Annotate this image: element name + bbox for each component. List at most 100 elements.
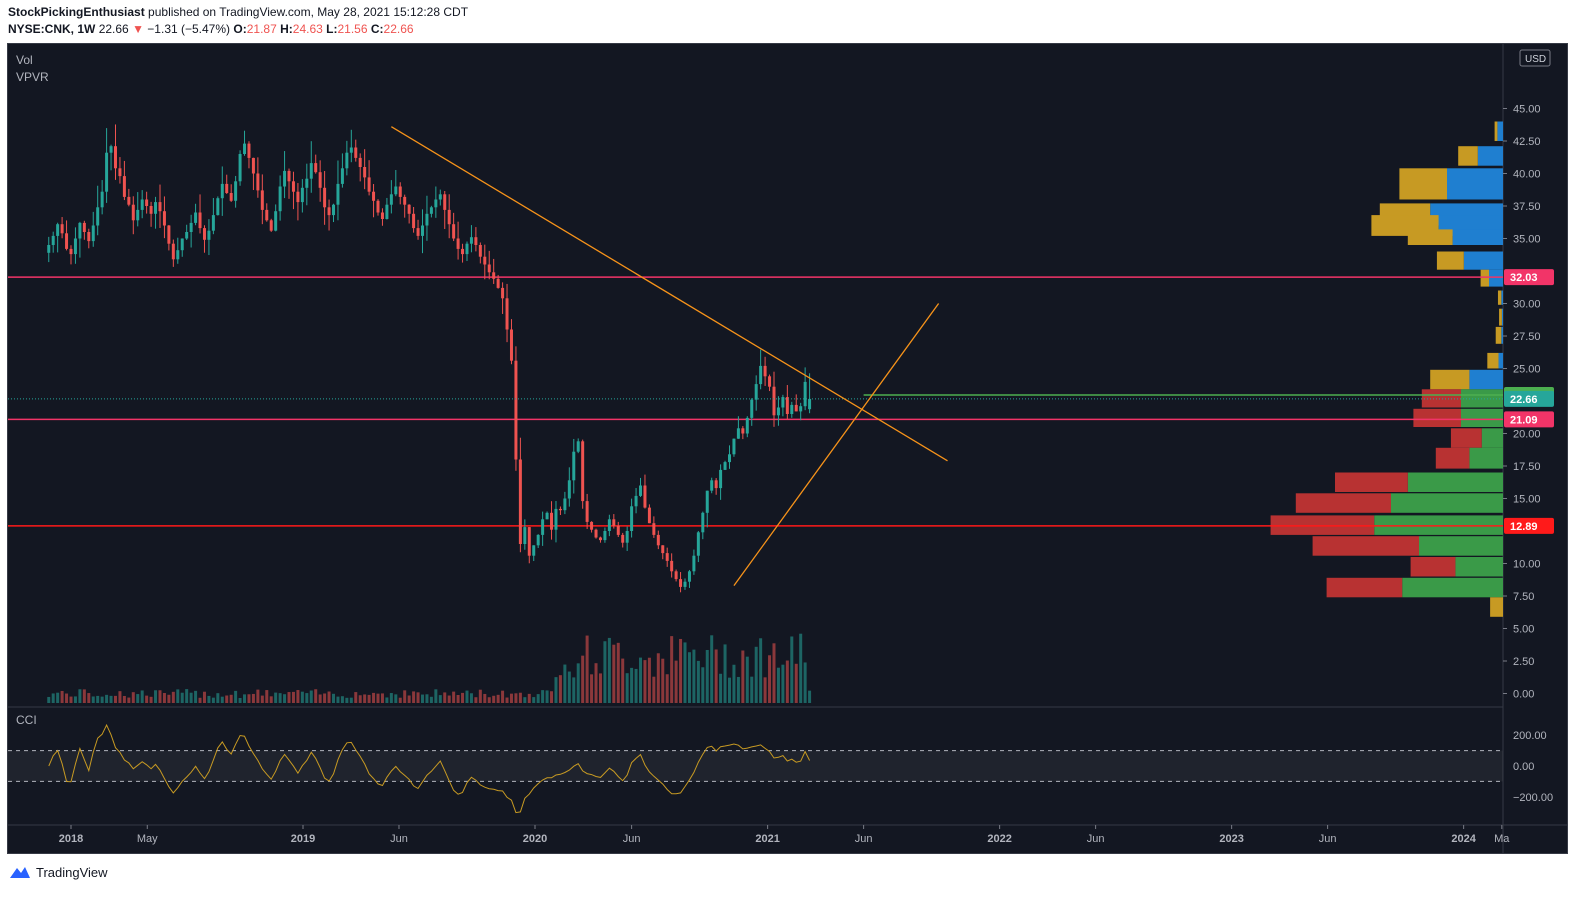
volume-bar (594, 663, 598, 703)
low-value: 21.56 (337, 22, 368, 36)
volume-bar (56, 692, 60, 703)
volume-bar (727, 677, 731, 703)
volume-bar (447, 695, 451, 703)
volume-bar (100, 696, 104, 703)
volume-bar (291, 691, 295, 703)
candle-body (216, 198, 220, 216)
volume-bar (323, 693, 327, 703)
candle-body (407, 204, 411, 214)
candle-body (621, 534, 625, 543)
vpvr-bar-down (1419, 536, 1503, 556)
candle-body (496, 278, 500, 288)
volume-bar (305, 693, 309, 703)
candle-body (487, 264, 491, 273)
volume-bar (487, 697, 491, 703)
chart-panel[interactable]: Vol VPVR CCI 45.00 42.50 40.00 37.50 35.00 30.00… (7, 43, 1568, 854)
candle-body (283, 170, 287, 187)
vpvr-bar-down (1469, 369, 1503, 390)
vpvr-bar-up (1399, 168, 1447, 200)
candle-body (692, 555, 696, 572)
price-tick-label: 5.00 (1513, 624, 1534, 636)
candle-body (754, 384, 758, 400)
volume-bar (683, 642, 687, 703)
vpvr-bar-up (1487, 352, 1499, 369)
candle-body (225, 183, 229, 193)
candle-body (710, 480, 714, 491)
vpvr-bar-down (1498, 352, 1503, 369)
candle-body (194, 212, 198, 223)
candle-body (674, 571, 678, 580)
candle-body (327, 207, 331, 216)
candle-body (354, 147, 358, 158)
candle-body (607, 519, 611, 531)
candle-body (420, 225, 424, 236)
volume-bar (647, 657, 651, 703)
price-label-text: 21.09 (1510, 414, 1538, 426)
candle-body (87, 232, 91, 242)
candle-body (180, 238, 184, 251)
volume-bar (527, 693, 531, 703)
vpvr-bar-up (1312, 536, 1419, 556)
vpvr-indicator-label: VPVR (16, 70, 49, 84)
time-tick-label: Ma (1494, 833, 1510, 845)
candle-body (380, 212, 384, 219)
volume-bar (670, 636, 674, 703)
volume-bar (69, 696, 73, 703)
symbol-label[interactable]: NYSE:CNK, 1W (8, 22, 96, 36)
volume-bar (91, 696, 95, 703)
candle-body (447, 209, 451, 225)
currency-badge (1519, 49, 1551, 67)
price-chart-svg[interactable]: Vol VPVR CCI 45.00 42.50 40.00 37.50 35.00 30.00… (8, 44, 1568, 854)
vpvr-bar-down (1402, 577, 1503, 598)
candle-body (808, 398, 812, 410)
candle-body (149, 206, 153, 214)
candle-body (109, 146, 113, 153)
volume-bar (412, 691, 416, 703)
vpvr-bar-down (1497, 121, 1503, 141)
price-label-tag (1504, 411, 1554, 428)
vpvr-bar-up (1499, 308, 1502, 326)
cci-tick-label: 200.00 (1513, 730, 1547, 742)
volume-bar (358, 695, 362, 703)
candle-body (376, 200, 380, 213)
volume-bar (265, 690, 269, 703)
volume-bar (590, 674, 594, 703)
candle-body (367, 177, 371, 192)
vpvr-bar-down (1461, 408, 1503, 427)
cci-tick-label: −200.00 (1513, 792, 1553, 804)
candle-body (563, 498, 567, 511)
tradingview-logo-icon (10, 867, 30, 878)
volume-bar (483, 693, 487, 703)
volume-bar (349, 697, 353, 703)
price-tick-label: 20.00 (1513, 429, 1541, 441)
author-name[interactable]: StockPickingEnthusiast (8, 5, 145, 19)
candle-body (314, 163, 318, 173)
volume-bar (211, 697, 215, 703)
price-tick-label: 35.00 (1513, 234, 1541, 246)
volume-bar (714, 649, 718, 703)
candle-body (736, 428, 740, 439)
candle-body (505, 298, 509, 330)
trendline (391, 126, 948, 462)
candle-body (416, 228, 420, 236)
candle-body (581, 441, 585, 502)
volume-bar (87, 693, 91, 703)
volume-bar (127, 697, 131, 703)
vpvr-bar-up (1490, 597, 1503, 617)
candle-body (705, 490, 709, 513)
vpvr-bar-down (1463, 251, 1503, 270)
volume-bar (274, 692, 278, 703)
candle-body (154, 202, 158, 214)
candle-body (318, 172, 322, 188)
volume-bar (269, 696, 273, 703)
candle-body (616, 525, 620, 535)
vpvr-bar-up (1458, 146, 1478, 166)
candle-body (47, 245, 51, 253)
vpvr-bar-up (1270, 515, 1375, 535)
candle-body (598, 537, 602, 541)
candle-body (189, 222, 193, 232)
volume-bar (336, 696, 340, 703)
vpvr-bar-up (1421, 389, 1461, 408)
volume-bar (785, 660, 789, 703)
candle-body (100, 191, 104, 208)
